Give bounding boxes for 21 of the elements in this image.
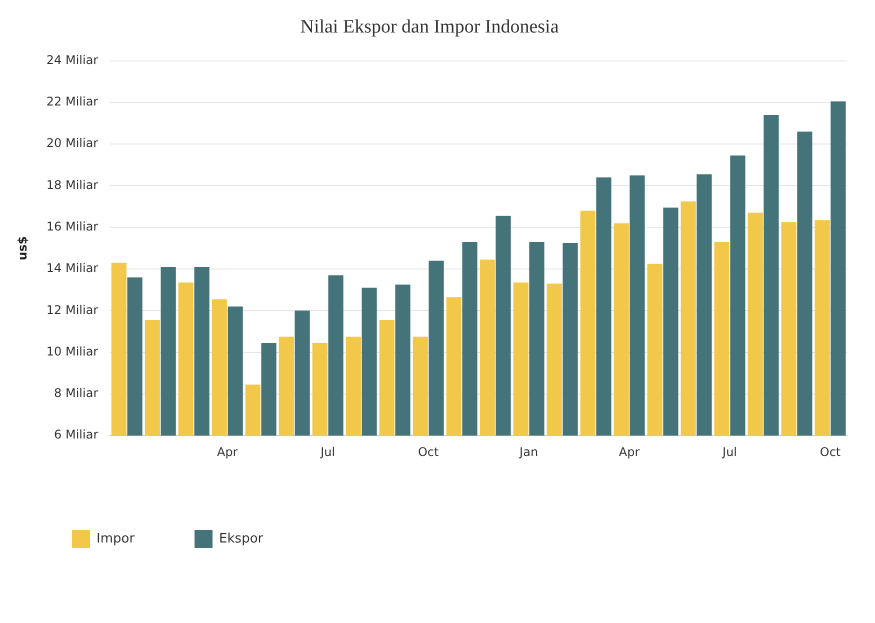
legend-label: Impor (96, 531, 136, 546)
y-tick-label: 22 Miliar (46, 94, 98, 109)
x-tick-label: Oct (820, 444, 841, 459)
x-tick-label: Jul (722, 444, 738, 459)
y-tick-label: 16 Miliar (46, 220, 98, 234)
y-tick-label: 18 Miliar (46, 178, 98, 192)
x-tick-label: Jan (518, 444, 538, 459)
y-tick-label: 8 Miliar (54, 386, 98, 400)
y-tick-label: 10 Miliar (46, 344, 98, 358)
x-tick-label: Jul (320, 444, 336, 459)
y-tick-label: 24 Miliar (46, 52, 98, 67)
x-tick-label: Apr (216, 444, 238, 459)
y-tick-label: 14 Miliar (46, 261, 98, 276)
y-tick-label: 12 Miliar (46, 302, 98, 317)
y-axis-title: us$ (15, 236, 30, 260)
y-tick-label: 20 Miliar (46, 136, 98, 150)
chart-title: Nilai Ekspor dan Impor Indonesia (300, 16, 560, 38)
x-tick-label: Oct (418, 444, 439, 459)
x-tick-label: Apr (618, 444, 640, 459)
legend-label: Ekspor (219, 531, 264, 546)
y-tick-label: 6 Miliar (54, 428, 98, 442)
